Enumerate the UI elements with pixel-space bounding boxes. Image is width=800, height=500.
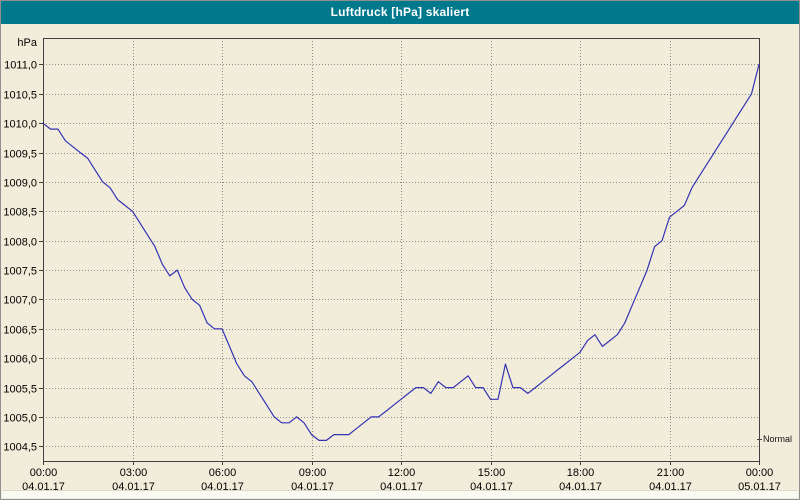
window-title: Luftdruck [hPa] skaliert	[330, 5, 470, 19]
window-bottom-strip	[2, 490, 798, 498]
y-tick-label: 1010,5	[3, 90, 37, 102]
plot-border	[43, 38, 760, 462]
y-tick-label: 1009,0	[3, 178, 37, 190]
legend: Normal	[757, 434, 792, 444]
x-tick-time: 03:00	[120, 467, 148, 479]
y-tick-label: 1005,0	[3, 413, 37, 425]
y-axis-unit-label: hPa	[17, 37, 37, 49]
pressure-line	[42, 63, 760, 441]
x-tick-time: 12:00	[388, 467, 416, 479]
y-tick-label: 1007,0	[3, 295, 37, 307]
y-tick-label: 1008,5	[3, 207, 37, 219]
y-tick-label: 1007,5	[3, 266, 37, 278]
chart-svg: 1011,0 1010,5 1010,0 1009,5 1009,0 1008,5 1008…	[3, 37, 781, 493]
x-tick-time: 06:00	[209, 467, 237, 479]
y-tick-label: 1009,5	[3, 149, 37, 161]
x-tick-time: 21:00	[657, 467, 685, 479]
chart-container: 1011,0 1010,5 1010,0 1009,5 1009,0 1008,5 1008…	[1, 24, 799, 493]
x-tick-time: 00:00	[30, 467, 58, 479]
y-tick-label: 1006,5	[3, 325, 37, 337]
legend-label: Normal	[763, 434, 793, 444]
y-tick-label: 1010,0	[3, 119, 37, 131]
title-bar: Luftdruck [hPa] skaliert	[1, 1, 799, 24]
legend-line-icon	[757, 438, 762, 440]
y-tick-label: 1008,0	[3, 237, 37, 249]
x-tick-time: 00:00	[746, 467, 774, 479]
x-tick-time: 09:00	[299, 467, 327, 479]
y-tick-label: 1005,5	[3, 384, 37, 396]
y-tick-label: 1006,0	[3, 354, 37, 366]
x-tick-time: 15:00	[478, 467, 506, 479]
y-tick-label: 1004,5	[3, 442, 37, 454]
y-tick-label: 1011,0	[4, 60, 37, 72]
x-tick-time: 18:00	[567, 467, 595, 479]
